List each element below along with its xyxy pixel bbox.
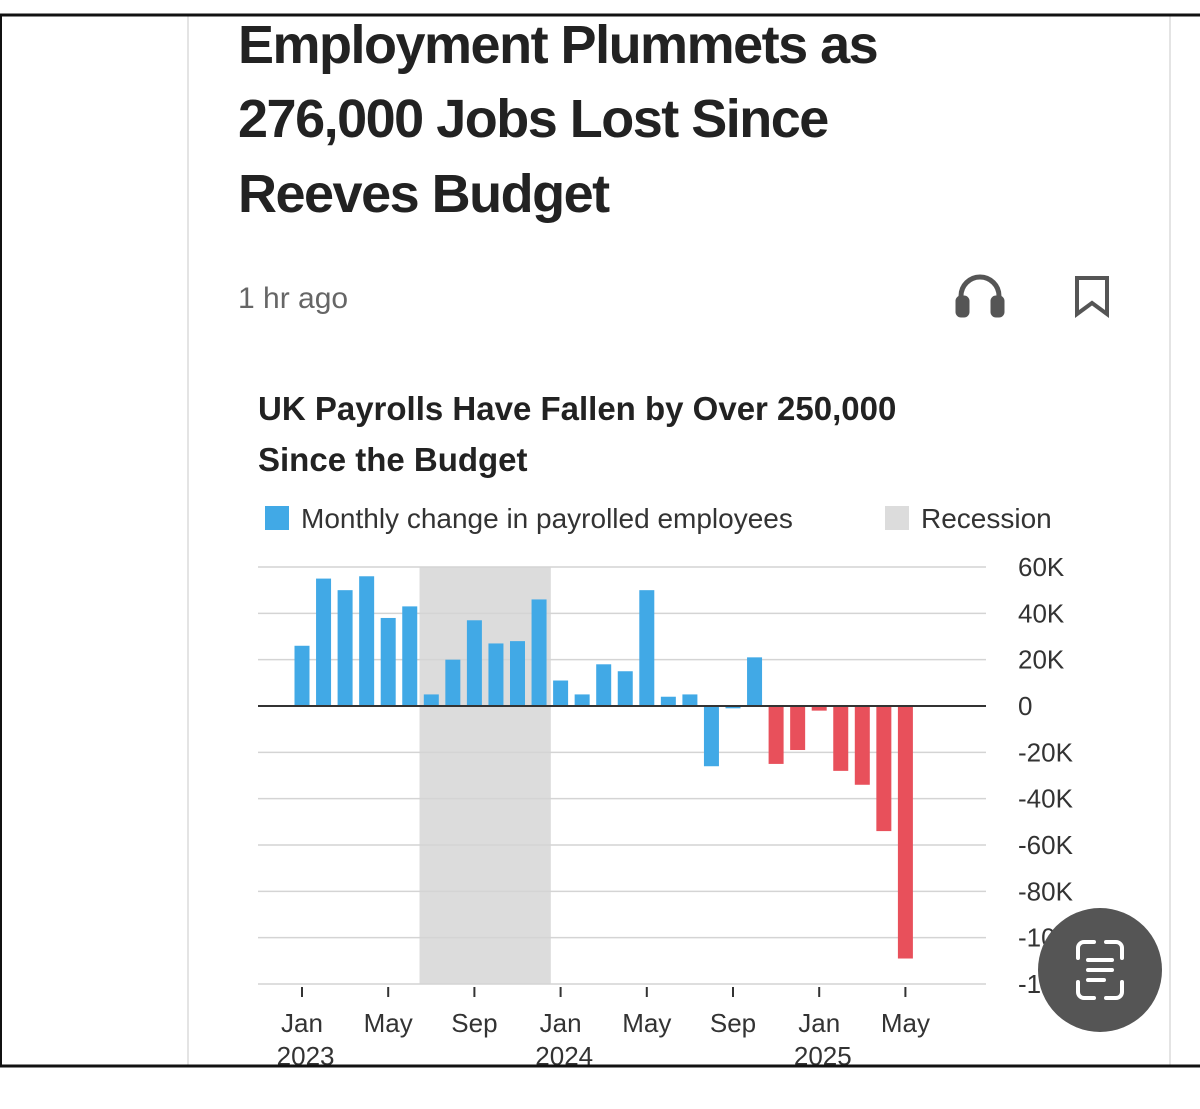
bar [294,645,310,706]
bookmark-icon[interactable] [1075,276,1109,318]
bar [510,641,525,706]
bar [639,590,655,706]
bar [703,706,719,767]
bar [488,643,504,706]
headline: Reeves Budget [238,164,610,224]
article: Employment Plummets as 276,000 Jobs Lost… [187,15,1171,1071]
y-tick-label: -20K [1018,737,1074,767]
y-tick-label: 0 [1018,691,1032,721]
bar [423,694,439,706]
bar [790,706,806,751]
bar [682,694,698,706]
bar [854,706,870,785]
y-tick-label: -40K [1018,784,1074,814]
bar [531,599,547,706]
bar [596,664,612,706]
bar [380,617,396,706]
bar [747,657,763,706]
bar [725,706,741,709]
y-tick-label: 40K [1018,598,1065,628]
headline: 276,000 Jobs Lost Since [238,89,828,149]
y-tick-label: -80K [1018,876,1074,906]
y-tick-label: -60K [1018,830,1074,860]
x-tick-label: Jan 2023 [269,1008,334,1071]
x-tick-label: Sep [710,1008,756,1038]
bar [660,696,676,706]
headline: Employment Plummets as [238,15,877,75]
chart-title: UK Payrolls Have Fallen by Over 250,000 [258,390,896,427]
bar [466,620,482,706]
legend-swatch [885,506,909,530]
bar [402,606,418,706]
x-tick-label: Sep [451,1008,497,1038]
bar [897,706,913,959]
x-tick-label: May [364,1008,413,1038]
legend-label: Recession [921,503,1052,534]
bar [617,671,633,706]
timestamp: 1 hr ago [238,282,348,315]
scan-button[interactable] [1038,908,1162,1032]
bar [337,590,353,706]
bar [359,576,375,706]
listen-icon[interactable] [955,274,1005,318]
bar [768,706,784,764]
y-tick-label: 20K [1018,645,1065,675]
bar [833,706,849,771]
bar [876,706,892,832]
chart: Monthly change in payrolled employees Rec… [258,503,1088,1071]
bar [553,680,569,706]
bar [316,578,332,706]
bar [574,694,590,706]
y-tick-label: 60K [1018,552,1065,582]
chart-title: Since the Budget [258,441,528,478]
bar [811,706,827,711]
x-tick-label: May [622,1008,671,1038]
x-tick-label: Jan 2025 [787,1008,852,1071]
bar [445,659,461,706]
x-tick-label: May [881,1008,930,1038]
legend-label: Monthly change in payrolled employees [301,503,793,534]
x-tick-label: Jan 2024 [528,1008,593,1071]
recession-band [419,567,551,984]
legend-swatch [265,506,289,530]
